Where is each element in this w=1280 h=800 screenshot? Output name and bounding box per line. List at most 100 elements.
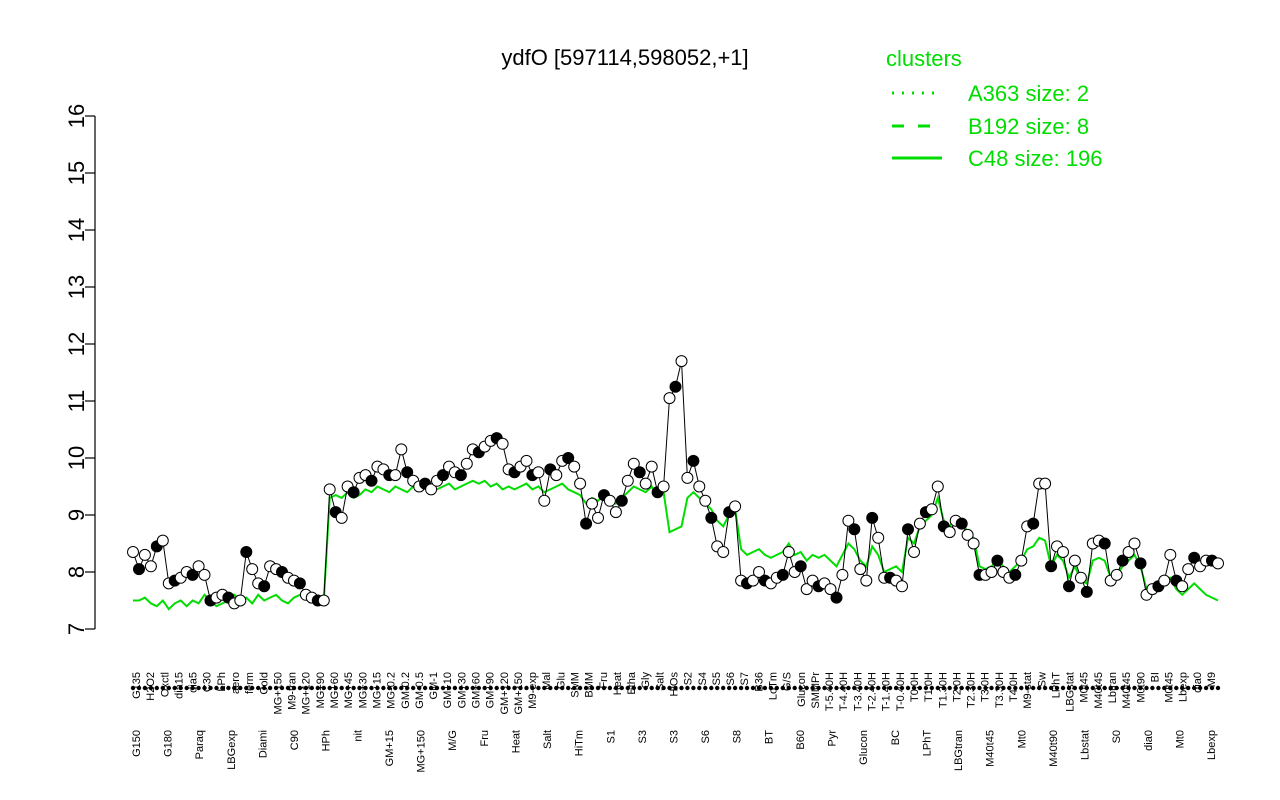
x-tick-label: MG+60 [329, 672, 341, 708]
x-tick-label: S8 [732, 730, 744, 743]
x-tick-mark [691, 685, 696, 691]
x-tick-label: C90 [289, 730, 301, 750]
x-tick-label: T2.0H [951, 672, 963, 702]
x-tick-label: S6 [700, 730, 712, 743]
data-point [955, 517, 968, 530]
x-tick-mark [1162, 685, 1167, 691]
x-tick-mark [655, 685, 660, 691]
x-tick-label: SMMPr [810, 672, 822, 709]
x-tick-label: S3 [669, 730, 681, 743]
x-tick-mark [750, 685, 756, 691]
x-tick-mark [935, 685, 940, 691]
y-tick-label: 7 [64, 623, 89, 635]
data-point [675, 355, 688, 368]
data-point [532, 466, 545, 479]
x-tick-label: T0.0H [909, 672, 921, 702]
x-tick-mark [822, 685, 827, 691]
x-tick-mark [1013, 685, 1018, 691]
data-point [669, 380, 682, 393]
x-tick-mark [947, 685, 952, 691]
data-point [395, 443, 408, 456]
x-tick-label: M40t45 [985, 730, 997, 767]
x-tick-mark [882, 685, 887, 691]
data-point [753, 566, 765, 578]
data-point [693, 480, 706, 493]
x-tick-label: Paraq [194, 730, 206, 759]
x-tick-mark [667, 685, 672, 691]
x-tick-label: T3.30H [994, 672, 1006, 708]
x-tick-label: LBGtran [953, 730, 965, 771]
x-tick-label: M40t45 [1121, 672, 1133, 709]
x-tick-label: M9-exp [527, 672, 539, 709]
x-tick-mark [840, 685, 845, 691]
data-point [568, 460, 581, 473]
x-tick-label: Fru [598, 672, 610, 689]
x-tick-mark [208, 685, 213, 691]
x-tick-label: M0t45 [1164, 672, 1176, 703]
x-tick-mark [375, 685, 380, 691]
x-tick-label: Pyr [827, 730, 839, 747]
x-tick-mark [291, 685, 297, 691]
data-point [156, 534, 169, 547]
x-tick-mark [1180, 685, 1185, 691]
x-tick-mark [506, 685, 511, 691]
data-point [520, 454, 533, 467]
x-tick-mark [482, 685, 487, 691]
data-point [550, 469, 563, 482]
x-tick-label: Diami [258, 730, 270, 758]
x-tick-mark [893, 685, 899, 691]
x-tick-mark [536, 685, 541, 691]
x-tick-mark [172, 685, 177, 691]
x-tick-mark [464, 685, 469, 691]
x-tick-mark [232, 685, 237, 691]
x-tick-mark [1114, 685, 1119, 691]
x-tick-mark [315, 685, 320, 691]
x-tick-mark [1156, 685, 1161, 691]
x-tick-mark [381, 685, 386, 691]
data-point [1027, 517, 1040, 530]
data-point [347, 486, 360, 499]
x-tick-mark [470, 685, 475, 691]
x-tick-label: MG+90 [315, 672, 327, 708]
data-point [681, 471, 694, 484]
data-point [657, 480, 670, 493]
x-tick-mark [1001, 685, 1006, 691]
x-tick-mark [166, 685, 171, 691]
x-tick-mark [810, 685, 815, 691]
x-tick-mark [786, 685, 791, 691]
x-tick-label: LoTm [768, 672, 780, 700]
x-tick-mark [250, 685, 255, 691]
x-tick-label: C30 [202, 672, 214, 692]
x-tick-label: Sw [1036, 672, 1048, 687]
x-tick-label: GM+60 [471, 672, 483, 708]
data-point [717, 546, 730, 558]
x-tick-mark [595, 685, 601, 691]
x-tick-label: H2O2 [145, 672, 157, 701]
data-point [1015, 554, 1028, 567]
data-point [323, 483, 336, 496]
x-tick-mark [828, 685, 833, 691]
x-tick-mark [351, 685, 356, 691]
data-point [580, 517, 593, 530]
x-tick-mark [488, 685, 493, 691]
x-tick-mark [983, 685, 988, 691]
x-tick-mark [876, 685, 881, 691]
data-point [586, 497, 598, 510]
x-tick-mark [273, 685, 279, 691]
x-tick-label: LBGstat [1065, 672, 1077, 712]
data-point [1212, 557, 1224, 570]
x-tick-mark [285, 685, 291, 691]
data-point [133, 563, 145, 576]
x-tick-label: dia5 [188, 672, 200, 693]
data-point [1045, 560, 1058, 573]
x-tick-mark [363, 685, 368, 691]
x-tick-label: BT [763, 730, 775, 744]
data-point [1188, 551, 1201, 564]
x-tick-label: BC [890, 730, 902, 745]
data-point [1039, 477, 1052, 490]
x-tick-mark [780, 685, 785, 691]
x-tick-mark [560, 685, 565, 691]
x-tick-mark [1138, 685, 1143, 691]
data-point [460, 457, 473, 470]
x-tick-mark [417, 685, 422, 691]
